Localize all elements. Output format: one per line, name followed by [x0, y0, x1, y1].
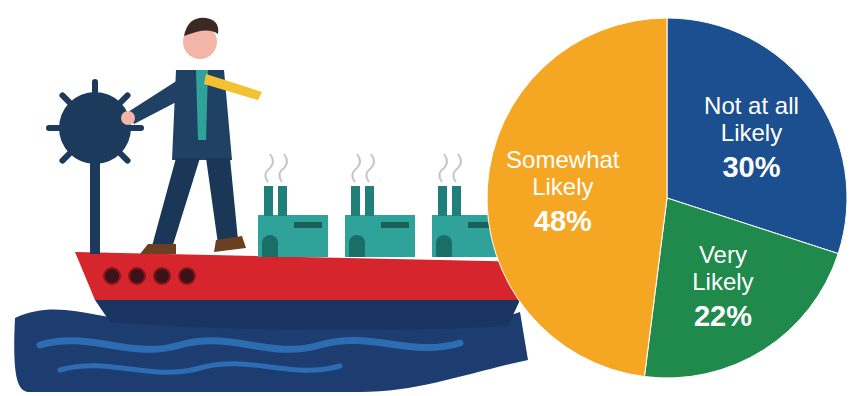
slice-label-line: Likely	[532, 173, 593, 200]
shoe	[140, 244, 176, 254]
smoke	[366, 154, 374, 182]
hull	[75, 252, 530, 300]
chimney	[452, 186, 461, 216]
pie-slice	[487, 18, 667, 377]
smoke	[265, 154, 273, 182]
smoke	[439, 154, 447, 182]
slice-label: Not at allLikely	[704, 92, 799, 146]
chimney	[351, 186, 360, 216]
slice-label: VeryLikely	[692, 241, 753, 295]
leg	[152, 158, 200, 248]
slice-value: 30%	[722, 151, 780, 183]
porthole	[129, 268, 145, 284]
chimney	[278, 186, 287, 216]
slice-labels: Not at allLikely30%VeryLikely22%Somewhat…	[506, 92, 799, 333]
slice-value: 22%	[694, 300, 752, 332]
tie	[204, 74, 262, 100]
factory-door	[262, 235, 278, 257]
factory-window	[381, 222, 409, 228]
porthole	[179, 268, 195, 284]
factory-door	[436, 235, 452, 257]
pie	[487, 18, 847, 378]
illustration	[14, 18, 530, 392]
chimney	[438, 186, 447, 216]
factory	[345, 215, 415, 257]
slice-label: SomewhatLikely	[506, 146, 620, 200]
helm-wheel	[59, 92, 131, 164]
chimney	[365, 186, 374, 216]
slice-label-line: Likely	[721, 119, 782, 146]
leg	[206, 158, 238, 244]
slice-label-line: Likely	[692, 268, 753, 295]
slice-label-line: Very	[699, 241, 747, 268]
slice-value: 48%	[534, 205, 592, 237]
factory-door	[349, 235, 365, 257]
smoke	[279, 154, 287, 182]
hand	[121, 111, 135, 125]
arm	[128, 80, 184, 124]
porthole	[104, 268, 120, 284]
shoe	[214, 236, 246, 252]
factory	[258, 215, 328, 257]
slice-label-line: Not at all	[704, 92, 799, 119]
hair	[184, 18, 218, 36]
canvas: Not at allLikely30%VeryLikely22%Somewhat…	[0, 0, 851, 396]
factory-window	[294, 222, 322, 228]
slice-label-line: Somewhat	[506, 146, 620, 173]
chimney	[264, 186, 273, 216]
hull-bottom	[95, 300, 520, 330]
smoke	[453, 154, 461, 182]
pie-slice	[644, 198, 838, 378]
wave	[60, 364, 340, 373]
porthole	[154, 268, 170, 284]
smoke	[352, 154, 360, 182]
wave	[40, 340, 460, 349]
